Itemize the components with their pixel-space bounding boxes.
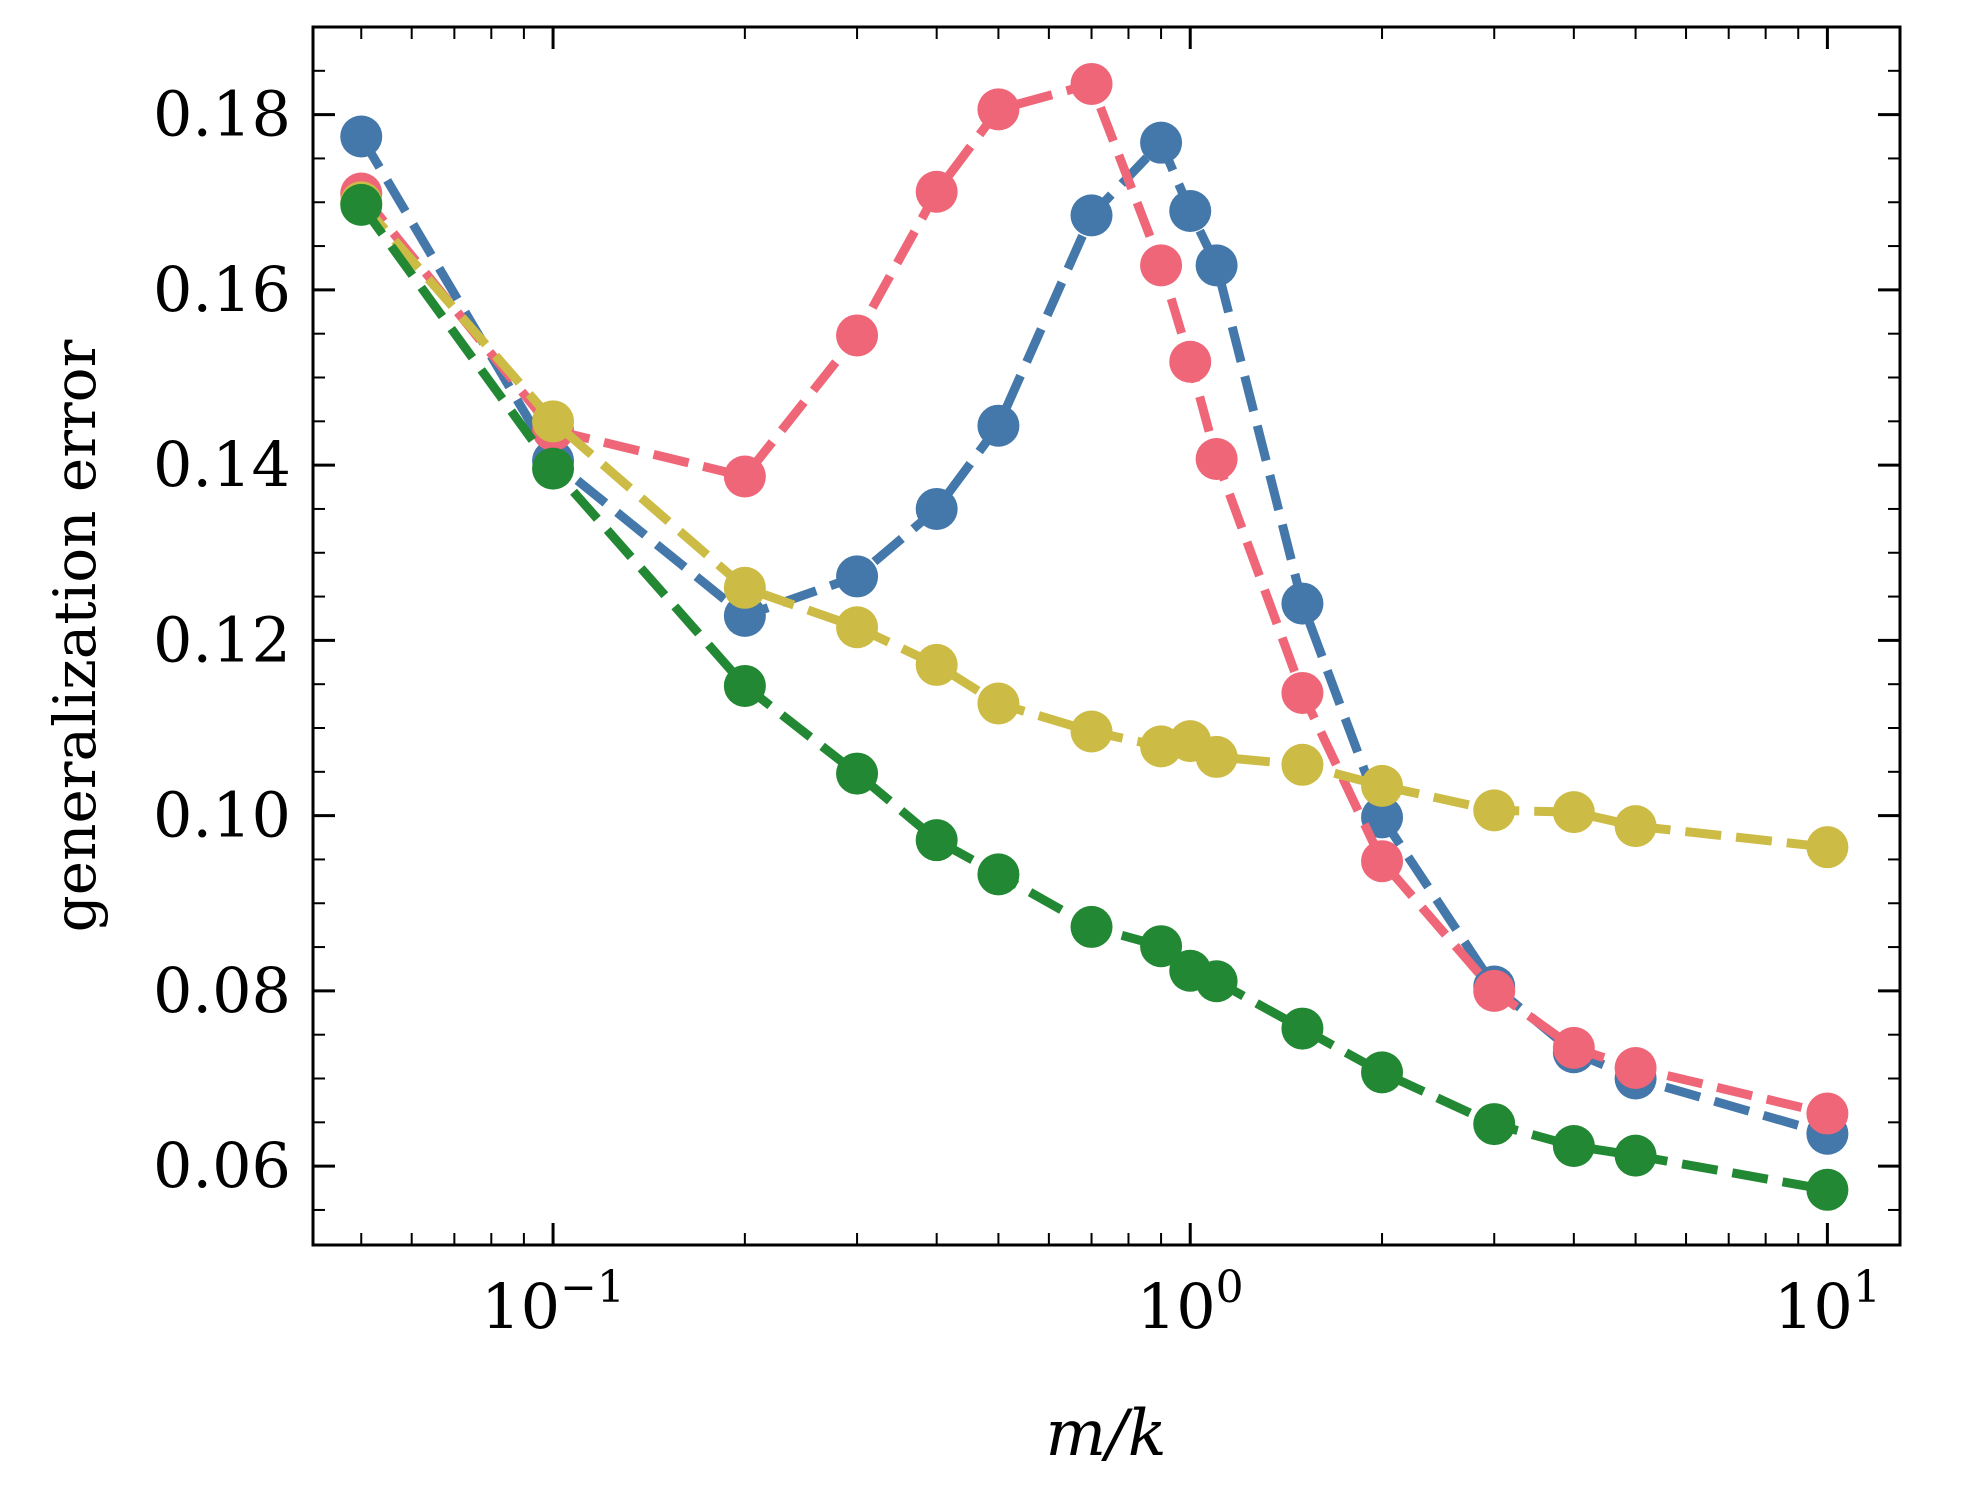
series-line-blue bbox=[357, 134, 1829, 1139]
data-point-yellow bbox=[977, 682, 1020, 725]
data-point-blue bbox=[1195, 244, 1238, 287]
data-point-yellow bbox=[1806, 826, 1849, 869]
data-point-red bbox=[1070, 62, 1113, 105]
data-point-blue bbox=[977, 404, 1020, 447]
data-point-green bbox=[1361, 1051, 1404, 1094]
y-tick-label: 0.12 bbox=[153, 603, 291, 676]
data-point-red bbox=[1281, 671, 1324, 714]
data-point-red bbox=[723, 455, 766, 498]
data-point-green bbox=[1140, 925, 1183, 968]
data-point-red bbox=[836, 314, 879, 357]
series-layer bbox=[340, 62, 1849, 1211]
data-point-blue bbox=[836, 555, 879, 598]
data-point-red bbox=[915, 170, 958, 213]
x-tick-label: 101 bbox=[1774, 1262, 1881, 1343]
x-tick-labels: 10−1 100 101 bbox=[481, 1262, 1881, 1343]
y-tick-label: 0.10 bbox=[153, 779, 291, 852]
y-tick-label: 0.18 bbox=[153, 78, 291, 151]
data-point-blue bbox=[1281, 582, 1324, 625]
plot-frame bbox=[311, 25, 1902, 1247]
data-point-green bbox=[1195, 960, 1238, 1003]
y-tick-label: 0.06 bbox=[153, 1129, 291, 1202]
data-point-yellow bbox=[1473, 789, 1516, 832]
data-point-blue bbox=[340, 115, 383, 158]
data-point-yellow bbox=[1195, 735, 1238, 778]
data-point-green bbox=[977, 853, 1020, 896]
data-point-yellow bbox=[532, 400, 575, 443]
data-point-red bbox=[1552, 1026, 1595, 1069]
data-point-green bbox=[532, 447, 575, 490]
data-point-green bbox=[1070, 905, 1113, 948]
data-point-red bbox=[977, 88, 1020, 131]
y-tick-label: 0.08 bbox=[153, 954, 291, 1027]
data-point-green bbox=[836, 752, 879, 795]
data-point-green bbox=[1281, 1007, 1324, 1050]
y-tick-label: 0.14 bbox=[153, 428, 291, 501]
data-point-blue bbox=[1070, 194, 1113, 237]
y-tick-label: 0.16 bbox=[153, 253, 291, 326]
data-point-green bbox=[1614, 1134, 1657, 1177]
data-point-red bbox=[1195, 437, 1238, 480]
data-point-red bbox=[1140, 244, 1183, 287]
y-axis-title: generalization error bbox=[41, 339, 109, 932]
data-point-red bbox=[1473, 969, 1516, 1012]
data-point-green bbox=[1473, 1103, 1516, 1146]
data-point-blue bbox=[915, 487, 958, 530]
data-point-green bbox=[340, 183, 383, 226]
x-axis-title: m/k bbox=[1045, 1397, 1166, 1471]
data-point-green bbox=[915, 819, 958, 862]
data-point-yellow bbox=[1361, 764, 1404, 807]
data-point-yellow bbox=[836, 606, 879, 649]
data-point-red bbox=[1169, 340, 1212, 383]
data-point-red bbox=[1806, 1092, 1849, 1135]
data-point-yellow bbox=[723, 566, 766, 609]
x-tick-label: 10−1 bbox=[481, 1262, 625, 1343]
series-line-red bbox=[357, 79, 1829, 1118]
data-point-yellow bbox=[1614, 805, 1657, 848]
data-point-yellow bbox=[915, 643, 958, 686]
data-point-green bbox=[1552, 1124, 1595, 1167]
data-point-yellow bbox=[1552, 791, 1595, 834]
data-point-green bbox=[723, 664, 766, 707]
data-point-blue bbox=[1140, 121, 1183, 164]
series-line-green bbox=[357, 202, 1829, 1195]
x-tick-label: 100 bbox=[1137, 1262, 1244, 1343]
data-point-blue bbox=[1169, 190, 1212, 233]
data-point-red bbox=[1614, 1046, 1657, 1089]
data-point-red bbox=[1361, 840, 1404, 883]
data-point-yellow bbox=[1070, 710, 1113, 753]
ticks-layer bbox=[313, 26, 1900, 1245]
y-tick-labels: 0.06 0.08 0.10 0.12 0.14 0.16 0.18 bbox=[153, 78, 291, 1203]
data-point-yellow bbox=[1281, 743, 1324, 786]
data-point-blue bbox=[1361, 796, 1404, 839]
data-point-green bbox=[1806, 1168, 1849, 1211]
